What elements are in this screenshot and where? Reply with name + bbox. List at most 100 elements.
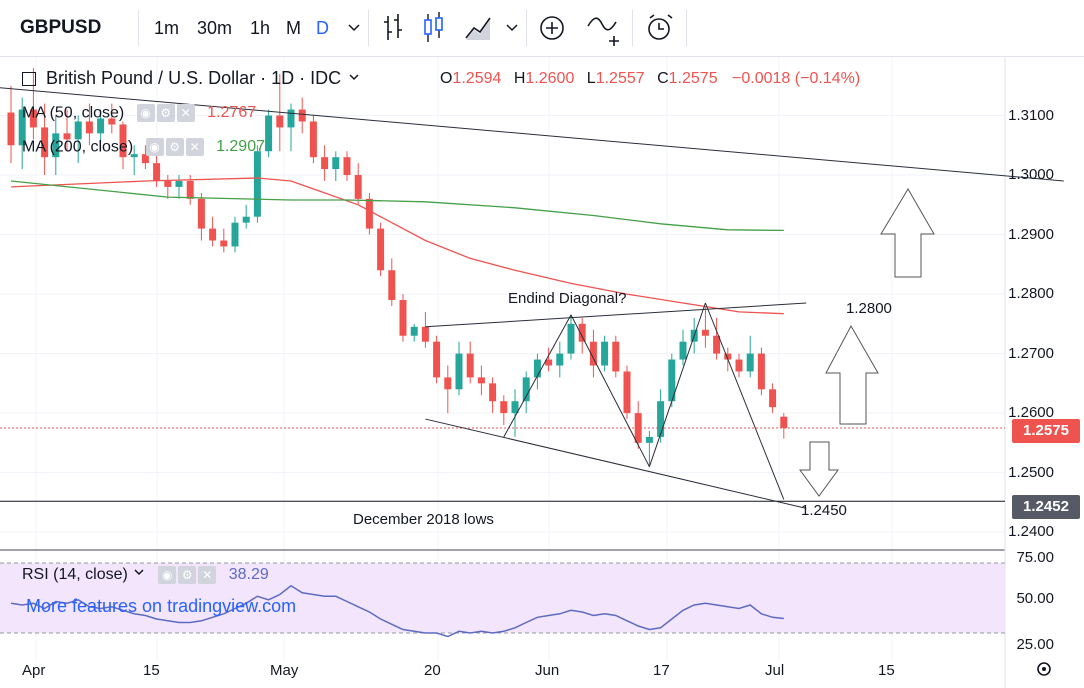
candle	[757, 347, 765, 396]
high-value: 1.2600	[525, 70, 575, 87]
close-icon[interactable]: ✕	[198, 565, 217, 584]
rsi-value: 38.29	[228, 566, 269, 583]
candle	[164, 175, 172, 199]
up-arrow-large	[880, 188, 935, 278]
rsi-legend[interactable]: RSI (14, close) ◉ ⚙ ✕ 38.29	[22, 565, 269, 584]
interval-1h[interactable]: 1h	[250, 18, 271, 38]
y-tick-label: 1.2900	[1008, 225, 1054, 243]
candle	[141, 145, 149, 170]
candle	[321, 145, 329, 181]
x-tick-label: Apr	[22, 662, 46, 679]
promo-link[interactable]: More features on tradingview.com	[26, 596, 297, 616]
candle	[354, 163, 362, 205]
collapse-icon[interactable]	[22, 72, 36, 87]
rsi-line	[10, 584, 784, 638]
candle	[500, 395, 508, 426]
candle	[556, 341, 564, 378]
legend-title: British Pound / U.S. Dollar · 1D · IDC	[22, 68, 361, 89]
candle	[287, 103, 295, 152]
candle	[612, 335, 620, 378]
trendline[interactable]	[425, 418, 807, 509]
trendline[interactable]	[704, 302, 785, 500]
candle	[365, 192, 373, 235]
ma50-legend[interactable]: MA (50, close) ◉ ⚙ ✕ 1.2767	[22, 104, 257, 122]
candle	[85, 103, 93, 146]
candle	[209, 216, 217, 247]
eye-icon[interactable]: ◉	[158, 565, 177, 584]
candle	[713, 317, 721, 360]
close-icon[interactable]: ✕	[176, 104, 195, 122]
x-tick-label: Jun	[535, 662, 560, 679]
candle	[7, 85, 15, 164]
candle	[74, 115, 82, 164]
chevron-down-icon[interactable]	[347, 70, 361, 84]
candle	[679, 329, 687, 366]
bar-chart-icon[interactable]	[380, 0, 406, 56]
area-chart-icon[interactable]	[462, 0, 494, 56]
ma50-value: 1.2767	[207, 104, 257, 122]
open-value: 1.2594	[452, 70, 502, 87]
y-tick-label: 1.2700	[1008, 344, 1054, 362]
trendline[interactable]	[0, 86, 1064, 182]
candle	[343, 151, 351, 181]
candle	[253, 145, 261, 223]
interval-month[interactable]: M	[286, 18, 301, 38]
trendline[interactable]	[570, 314, 650, 467]
candle	[533, 353, 541, 390]
candle	[623, 365, 631, 420]
compare-icon[interactable]	[584, 0, 626, 56]
ohlc-values: O1.2594 H1.2600 L1.2557 C1.2575 −0.0018 …	[440, 70, 861, 87]
candle	[601, 335, 609, 372]
candle	[18, 97, 26, 170]
interval-day[interactable]: D	[316, 18, 329, 38]
symbol-label[interactable]: GBPUSD	[20, 17, 102, 38]
candle	[701, 305, 709, 348]
y-tick-label: 1.3100	[1008, 106, 1054, 124]
up-arrow-medium	[825, 324, 879, 425]
last-price-badge: 1.2575	[1012, 419, 1080, 443]
trendline[interactable]	[425, 302, 807, 328]
candle	[489, 377, 497, 414]
chevron-down-icon[interactable]	[502, 0, 522, 56]
interval-1m[interactable]: 1m	[154, 18, 180, 38]
candle	[119, 121, 127, 170]
ma200-legend[interactable]: MA (200, close) ◉ ⚙ ✕ 1.2907	[22, 138, 265, 156]
candle	[444, 365, 452, 414]
settings-gear-icon[interactable]	[1037, 662, 1051, 676]
candle	[567, 314, 575, 360]
candle	[511, 389, 519, 437]
close-icon[interactable]: ✕	[185, 138, 204, 156]
y-tick-label: 1.2400	[1008, 523, 1054, 541]
annotation-ending-diagonal: Endind Diagonal?	[508, 290, 627, 307]
gear-icon[interactable]: ⚙	[178, 565, 197, 584]
candle	[309, 115, 317, 164]
chevron-down-icon[interactable]	[344, 0, 364, 56]
candle	[746, 335, 754, 378]
alarm-clock-icon[interactable]	[642, 0, 676, 56]
gear-icon[interactable]: ⚙	[156, 104, 175, 122]
interval-30m[interactable]: 30m	[197, 18, 233, 38]
candle	[477, 365, 485, 396]
trendline[interactable]	[648, 302, 706, 467]
trendline[interactable]	[503, 314, 572, 438]
candle	[63, 109, 71, 152]
candle	[175, 175, 183, 199]
chevron-down-icon[interactable]	[132, 565, 146, 579]
rsi-tick-label: 75.00	[1016, 549, 1054, 566]
ma200-value: 1.2907	[216, 138, 265, 156]
candle	[332, 151, 340, 181]
candle	[466, 341, 474, 384]
candle	[399, 294, 407, 342]
support-badge: 1.2452	[1012, 495, 1080, 519]
ma200-line	[10, 180, 784, 232]
candles-icon[interactable]	[420, 0, 446, 56]
candle	[97, 109, 105, 152]
eye-icon[interactable]: ◉	[136, 104, 155, 122]
candle	[455, 341, 463, 396]
add-indicator-icon[interactable]	[536, 0, 568, 56]
candle	[735, 353, 743, 378]
y-tick-label: 1.3000	[1008, 166, 1054, 184]
candle	[421, 311, 429, 348]
eye-icon[interactable]: ◉	[145, 138, 164, 156]
gear-icon[interactable]: ⚙	[165, 138, 184, 156]
